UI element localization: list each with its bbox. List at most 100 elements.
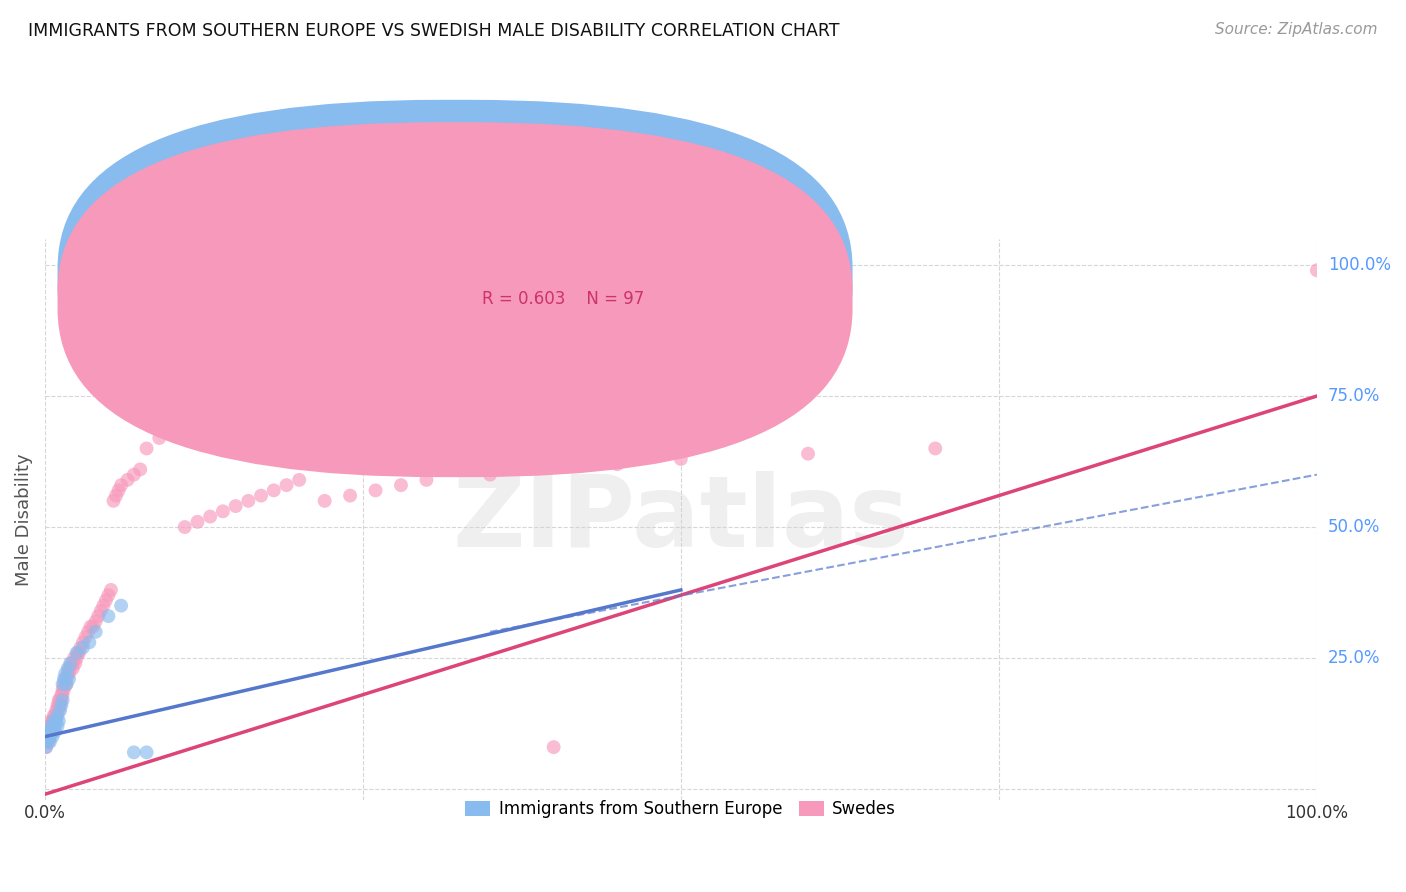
Point	[37, 730, 59, 744]
Point	[58, 666, 80, 681]
Point	[72, 635, 94, 649]
Point	[42, 708, 65, 723]
Point	[52, 677, 75, 691]
Point	[44, 724, 66, 739]
Point	[55, 677, 77, 691]
Point	[45, 714, 67, 728]
Point	[44, 719, 66, 733]
Point	[52, 688, 75, 702]
Point	[67, 646, 90, 660]
Point	[39, 719, 62, 733]
Point	[66, 646, 89, 660]
Text: R = 0.530    N = 36: R = 0.530 N = 36	[482, 268, 645, 286]
Point	[62, 657, 84, 671]
Point	[38, 730, 60, 744]
Point	[122, 467, 145, 482]
Point	[48, 703, 70, 717]
Point	[60, 657, 83, 671]
Point	[38, 719, 60, 733]
Point	[51, 698, 73, 713]
Point	[35, 740, 58, 755]
Point	[58, 661, 80, 675]
Point	[45, 703, 67, 717]
Point	[129, 462, 152, 476]
Point	[79, 635, 101, 649]
Point	[42, 719, 65, 733]
Point	[91, 599, 114, 613]
Point	[46, 703, 69, 717]
Point	[84, 615, 107, 629]
Point	[75, 630, 97, 644]
Point	[288, 473, 311, 487]
Text: 75.0%: 75.0%	[1329, 387, 1381, 405]
Point	[65, 651, 87, 665]
Point	[110, 478, 132, 492]
Point	[669, 451, 692, 466]
Point	[314, 493, 336, 508]
Point	[52, 682, 75, 697]
Point	[100, 582, 122, 597]
Point	[90, 604, 112, 618]
Point	[46, 719, 69, 733]
Point	[339, 489, 361, 503]
Point	[38, 735, 60, 749]
FancyBboxPatch shape	[420, 259, 713, 320]
Point	[238, 493, 260, 508]
Point	[135, 442, 157, 456]
Point	[186, 515, 208, 529]
Point	[44, 708, 66, 723]
Point	[42, 714, 65, 728]
Text: 25.0%: 25.0%	[1329, 649, 1381, 667]
Point	[212, 504, 235, 518]
Point	[52, 693, 75, 707]
Text: 50.0%: 50.0%	[1329, 518, 1381, 536]
Point	[606, 457, 628, 471]
Point	[198, 509, 221, 524]
Point	[56, 666, 79, 681]
Point	[49, 693, 72, 707]
Legend: Immigrants from Southern Europe, Swedes: Immigrants from Southern Europe, Swedes	[458, 794, 903, 825]
Point	[39, 724, 62, 739]
Point	[37, 735, 59, 749]
Point	[56, 661, 79, 675]
Point	[65, 646, 87, 660]
Point	[53, 677, 76, 691]
Text: IMMIGRANTS FROM SOUTHERN EUROPE VS SWEDISH MALE DISABILITY CORRELATION CHART: IMMIGRANTS FROM SOUTHERN EUROPE VS SWEDI…	[28, 22, 839, 40]
Point	[117, 473, 139, 487]
Point	[97, 588, 120, 602]
Point	[51, 693, 73, 707]
Point	[53, 666, 76, 681]
Point	[63, 651, 86, 665]
Point	[105, 489, 128, 503]
Point	[415, 473, 437, 487]
Point	[225, 499, 247, 513]
Point	[48, 698, 70, 713]
FancyBboxPatch shape	[58, 122, 852, 477]
Point	[39, 724, 62, 739]
Point	[543, 740, 565, 755]
Point	[55, 672, 77, 686]
Point	[79, 619, 101, 633]
Point	[38, 730, 60, 744]
Point	[72, 640, 94, 655]
Point	[38, 724, 60, 739]
Point	[276, 478, 298, 492]
Text: R = 0.603    N = 97: R = 0.603 N = 97	[482, 291, 645, 309]
Point	[1306, 263, 1329, 277]
Point	[82, 619, 104, 633]
Point	[42, 714, 65, 728]
Point	[59, 657, 82, 671]
Point	[84, 624, 107, 639]
Point	[797, 447, 820, 461]
Point	[51, 688, 73, 702]
Text: Source: ZipAtlas.com: Source: ZipAtlas.com	[1215, 22, 1378, 37]
Point	[250, 489, 273, 503]
Point	[62, 661, 84, 675]
Point	[135, 745, 157, 759]
Point	[42, 719, 65, 733]
Point	[41, 724, 63, 739]
Y-axis label: Male Disability: Male Disability	[15, 453, 32, 585]
Point	[97, 609, 120, 624]
Point	[122, 745, 145, 759]
Point	[39, 714, 62, 728]
